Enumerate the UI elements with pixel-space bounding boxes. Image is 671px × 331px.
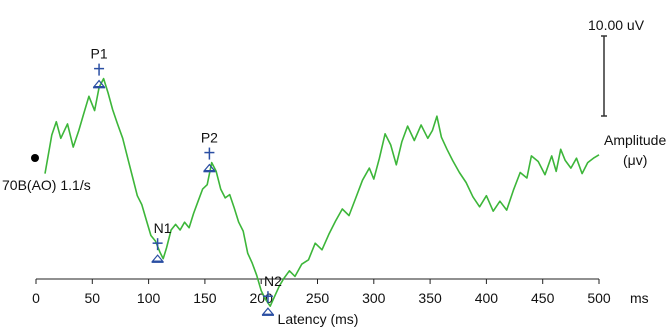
x-tick-label: 350: [418, 290, 442, 306]
trace-marker-dot: [31, 154, 39, 162]
trace-label: 70B(AO) 1.1/s: [2, 177, 91, 193]
x-ticks: 0 50 100 150 200 250 300 350 400 450 500: [32, 279, 611, 306]
peak-label-p2: P2: [201, 130, 218, 146]
x-tick-label: 300: [362, 290, 386, 306]
x-tick-label: 450: [531, 290, 555, 306]
peak-label-n2: N2: [264, 273, 282, 289]
scale-bar-label: 10.00 uV: [588, 17, 645, 33]
peak-label-n1: N1: [154, 220, 172, 236]
x-axis-title: Latency (ms): [278, 311, 359, 327]
x-tick-label: 150: [193, 290, 217, 306]
peak-marker-p2: P2: [201, 130, 218, 173]
peak-markers: P1 N1 P2 N2: [90, 46, 282, 316]
y-axis-label: Amplitude: [604, 132, 666, 148]
x-tick-label: 100: [137, 290, 161, 306]
peak-marker-n1: N1: [151, 220, 172, 263]
y-axis-unit: (μv): [623, 152, 647, 168]
x-tick-label: 50: [85, 290, 101, 306]
waveform-line: [44, 77, 600, 307]
x-tick-label: 0: [32, 290, 40, 306]
x-axis-unit: ms: [630, 290, 649, 306]
peak-marker-n2: N2: [261, 273, 282, 316]
scale-bar: 10.00 uV: [588, 17, 645, 117]
x-tick-label: 250: [306, 290, 330, 306]
x-tick-label: 500: [587, 290, 611, 306]
peak-label-p1: P1: [90, 46, 107, 62]
peak-marker-p1: P1: [90, 46, 108, 89]
x-tick-label: 400: [475, 290, 499, 306]
